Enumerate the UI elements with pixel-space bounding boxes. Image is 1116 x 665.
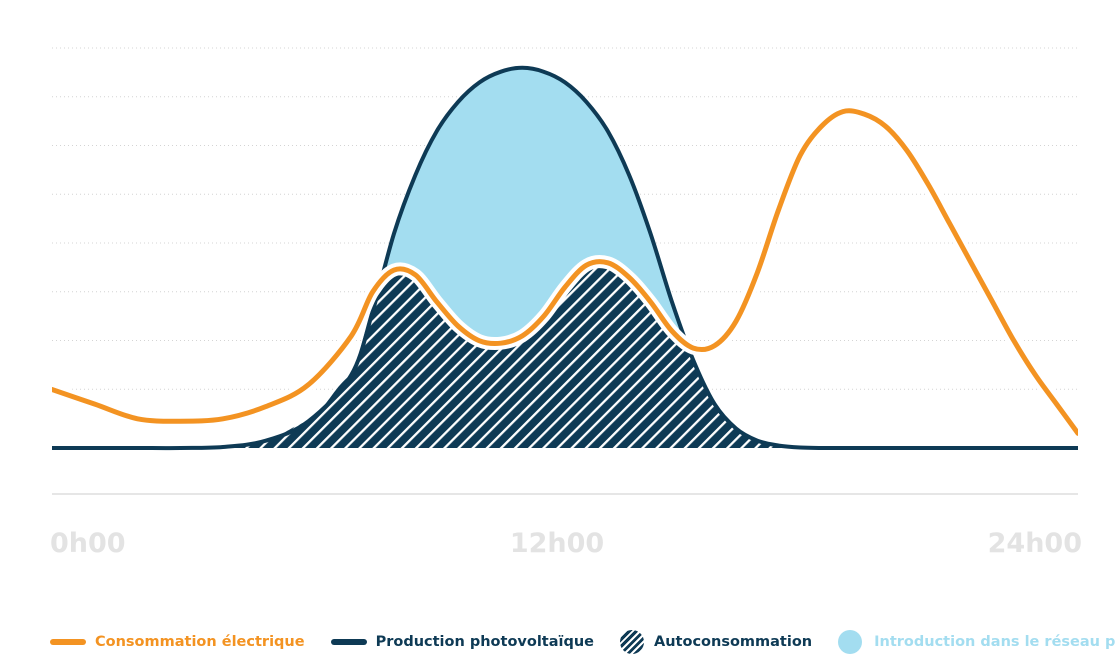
legend: Consommation électrique Production photo… [50,629,1116,655]
hatched-circle-icon [620,630,645,654]
x-tick-label: 12h00 [510,528,604,559]
circle-icon [838,630,863,654]
legend-label: Consommation électrique [95,634,305,650]
self-consumption-area [52,262,1078,448]
legend-label: Production photovoltaïque [375,634,595,650]
x-axis-ticks: 0h00 12h00 24h00 [50,528,1082,559]
legend-item-production: Production photovoltaïque [330,634,595,650]
x-tick-label: 0h00 [50,528,126,559]
legend-item-grid-injection: Introduction dans le réseau public [838,630,1116,654]
legend-label: Autoconsommation [654,634,813,650]
legend-line-marker [330,639,367,645]
consumption-line [52,108,1078,436]
legend-label: Introduction dans le réseau public [874,634,1116,650]
legend-item-self-consumption: Autoconsommation [620,630,812,654]
pv-production-line [52,65,1078,451]
legend-line-marker [50,639,86,645]
grid-injection-area [52,67,1078,449]
x-tick-label: 24h00 [988,528,1082,559]
chart: 0h00 12h00 24h00 [50,47,1082,559]
legend-item-consumption: Consommation électrique [50,634,305,650]
